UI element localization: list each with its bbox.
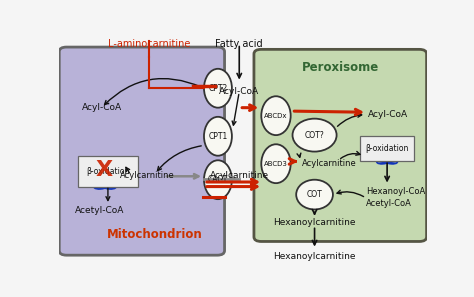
Text: Acyl-CoA: Acyl-CoA bbox=[368, 110, 408, 119]
Text: Acylcarnitine: Acylcarnitine bbox=[301, 159, 356, 168]
Text: Hexanoyl-CoA: Hexanoyl-CoA bbox=[366, 187, 425, 196]
Ellipse shape bbox=[261, 144, 291, 183]
Ellipse shape bbox=[204, 160, 232, 199]
Text: Mitochondrion: Mitochondrion bbox=[107, 228, 203, 241]
Text: β-oxidation: β-oxidation bbox=[365, 144, 409, 153]
FancyBboxPatch shape bbox=[254, 49, 427, 241]
Text: X: X bbox=[96, 160, 113, 180]
Text: β-oxidation: β-oxidation bbox=[86, 167, 129, 176]
Text: Acyl-CoA: Acyl-CoA bbox=[219, 87, 259, 96]
Ellipse shape bbox=[204, 69, 232, 108]
Text: Acylcarnitine: Acylcarnitine bbox=[210, 171, 269, 180]
Ellipse shape bbox=[296, 180, 333, 209]
Text: Acetyl-CoA: Acetyl-CoA bbox=[366, 199, 412, 208]
Ellipse shape bbox=[204, 117, 232, 156]
Ellipse shape bbox=[292, 119, 337, 151]
Text: CACT: CACT bbox=[208, 175, 228, 184]
Text: COT: COT bbox=[307, 190, 322, 199]
Text: COT?: COT? bbox=[305, 131, 324, 140]
Text: ABCD3: ABCD3 bbox=[264, 161, 288, 167]
Text: Fatty acid: Fatty acid bbox=[216, 39, 263, 49]
Ellipse shape bbox=[261, 96, 291, 135]
FancyBboxPatch shape bbox=[59, 47, 225, 255]
Text: CPT1: CPT1 bbox=[208, 132, 228, 141]
FancyBboxPatch shape bbox=[360, 136, 414, 162]
Text: Hexanoylcarnitine: Hexanoylcarnitine bbox=[273, 252, 356, 261]
Text: Acyl-CoA: Acyl-CoA bbox=[82, 103, 121, 112]
Text: L-aminocarnitine: L-aminocarnitine bbox=[108, 39, 191, 49]
Text: Hexanoylcarnitine: Hexanoylcarnitine bbox=[273, 217, 356, 227]
Text: Acetyl-CoA: Acetyl-CoA bbox=[75, 206, 124, 215]
Text: Peroxisome: Peroxisome bbox=[301, 61, 379, 74]
Text: ABCDx: ABCDx bbox=[264, 113, 288, 119]
Text: Acylcarnitine: Acylcarnitine bbox=[120, 171, 175, 180]
Text: CPT2: CPT2 bbox=[208, 84, 228, 93]
FancyBboxPatch shape bbox=[78, 156, 138, 187]
